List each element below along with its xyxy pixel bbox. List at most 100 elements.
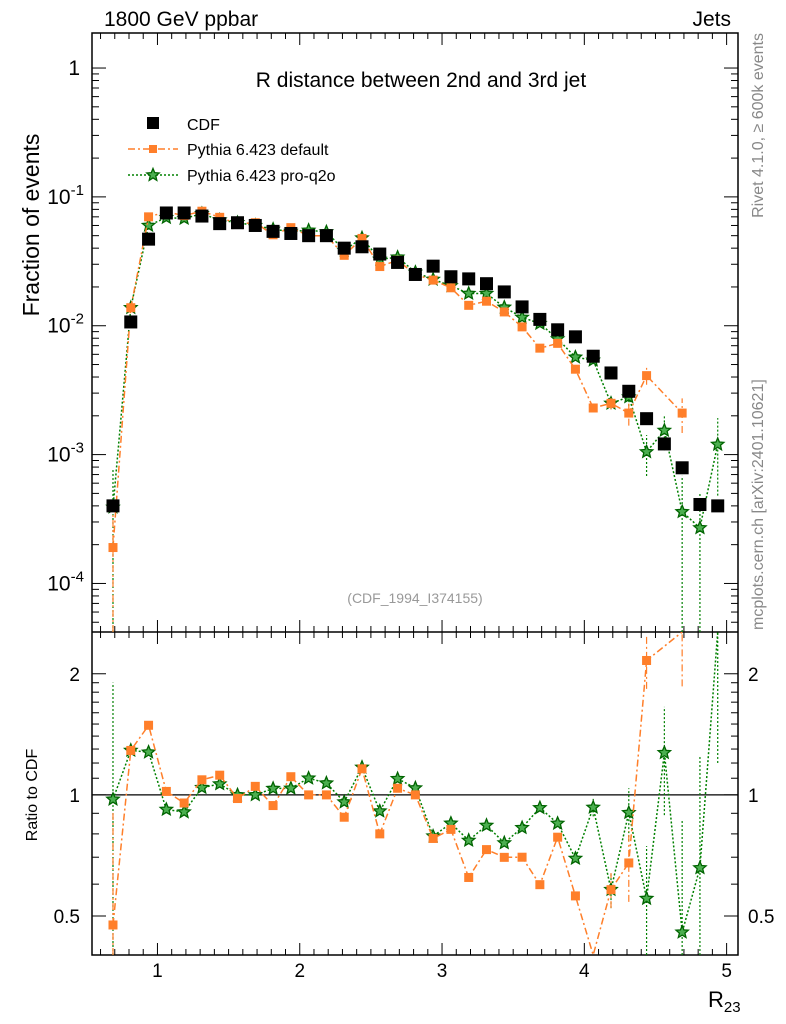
legend-label-proq2o: Pythia 6.423 pro-q2o [187, 168, 336, 185]
data-point-star [478, 285, 495, 301]
ratio-point-star [336, 793, 353, 809]
data-point-square [517, 322, 527, 332]
data-point-cdf [675, 461, 689, 475]
data-point-square [606, 398, 616, 408]
data-point-cdf [213, 217, 227, 231]
data-point-square [535, 343, 545, 353]
ratio-point-square [321, 790, 331, 800]
chart-title: R distance between 2nd and 3rd jet [256, 69, 587, 92]
ratio-point-square [144, 720, 154, 730]
ratio-point-square [482, 845, 492, 855]
ratio-point-star [283, 780, 299, 796]
data-point-cdf [373, 247, 387, 261]
ratio-point-star [514, 819, 530, 835]
data-point-cdf [640, 412, 654, 426]
ratio-point-star [674, 924, 690, 939]
series-cdf-main [106, 206, 725, 513]
ratio-point-square [232, 794, 242, 804]
data-point-square [624, 408, 634, 418]
ratio-point-star [567, 850, 584, 866]
data-point-star [514, 309, 530, 325]
ratio-point-square [179, 798, 189, 808]
y-axis-label: Fraction of events [18, 134, 44, 317]
series-1-main [108, 206, 687, 632]
data-point-square [428, 275, 438, 285]
ratio-point-square [517, 852, 527, 862]
data-point-cdf [408, 267, 422, 281]
data-point-square [588, 403, 598, 413]
data-point-cdf [302, 229, 316, 243]
x-tick-label: 4 [579, 961, 590, 982]
ratio-point-star [638, 890, 655, 906]
ratio-tick-label-right: 2 [748, 665, 759, 686]
data-point-star [638, 443, 655, 459]
ratio-point-square [108, 920, 118, 930]
ratio-point-star [532, 799, 548, 815]
ratio-tick-label-right: 1 [748, 786, 759, 807]
data-point-star [709, 436, 726, 452]
data-point-cdf [480, 277, 494, 291]
data-point-cdf [426, 259, 440, 273]
data-point-square [482, 296, 492, 306]
ratio-point-square [304, 790, 314, 800]
x-axis-label: R23 [708, 987, 741, 1016]
data-point-square [375, 262, 385, 272]
legend-label-cdf: CDF [187, 117, 220, 134]
ratio-point-star [318, 774, 335, 790]
data-point-cdf [497, 285, 511, 299]
data-point-cdf [693, 497, 707, 511]
x-axis-label-main: R [708, 987, 724, 1012]
plot-marks: 1 2 3 4 5 1 10^-1 10^-2 10^-3 10^-4 0.5 0.5 1 1 2 2 [47, 32, 774, 982]
data-point-cdf [622, 384, 636, 398]
data-point-cdf [515, 300, 529, 314]
data-point-cdf [551, 323, 565, 337]
y-tick-label: 10^-1 [47, 182, 84, 209]
data-point-cdf [586, 349, 600, 363]
x-tick-label: 2 [294, 961, 305, 982]
ratio-point-star [265, 780, 281, 796]
data-point-cdf [711, 499, 725, 513]
data-point-cdf [177, 206, 191, 220]
ratio-point-square [215, 770, 225, 780]
ratio-point-square [339, 812, 349, 822]
ratio-point-star [478, 817, 495, 833]
data-point-square [642, 371, 652, 381]
ratio-point-star [692, 859, 708, 875]
data-point-square [126, 303, 136, 313]
ratio-point-square [606, 885, 616, 895]
ratio-point-star [549, 815, 566, 831]
ratio-point-square [393, 783, 403, 793]
data-point-square [570, 364, 580, 374]
ratio-point-square [410, 790, 420, 800]
data-point-cdf [266, 224, 280, 238]
series-2-ratio [105, 632, 719, 955]
ratio-point-star [247, 786, 264, 802]
ratio-point-star [300, 770, 317, 785]
analysis-id: (CDF_1994_I374155) [347, 590, 482, 606]
legend-marker-default [149, 145, 157, 153]
data-point-square [339, 250, 349, 260]
ratio-point-square [268, 801, 278, 811]
ratio-point-square [161, 786, 171, 796]
ratio-point-square [624, 858, 634, 868]
ratio-point-star [389, 770, 406, 786]
data-point-cdf [533, 312, 547, 326]
data-point-star [140, 217, 157, 233]
series-line [112, 212, 719, 530]
ratio-point-square [535, 880, 545, 890]
ratio-tick-label-right: 0.5 [748, 907, 774, 928]
data-point-square [108, 543, 118, 553]
data-point-square [144, 212, 154, 222]
ratio-point-square [357, 764, 367, 774]
data-point-star [460, 285, 477, 301]
data-point-cdf [391, 255, 405, 269]
legend-marker-proq2o [145, 166, 161, 182]
ratio-point-square [446, 824, 456, 834]
ratio-point-square [499, 852, 509, 862]
ratio-tick-label-left: 0.5 [54, 907, 80, 928]
x-tick-label: 1 [152, 961, 163, 982]
side-label-top: Rivet 4.1.0, ≥ 600k events [750, 33, 767, 218]
data-point-star [692, 519, 708, 535]
ratio-point-square [428, 833, 438, 843]
data-point-cdf [284, 226, 298, 240]
